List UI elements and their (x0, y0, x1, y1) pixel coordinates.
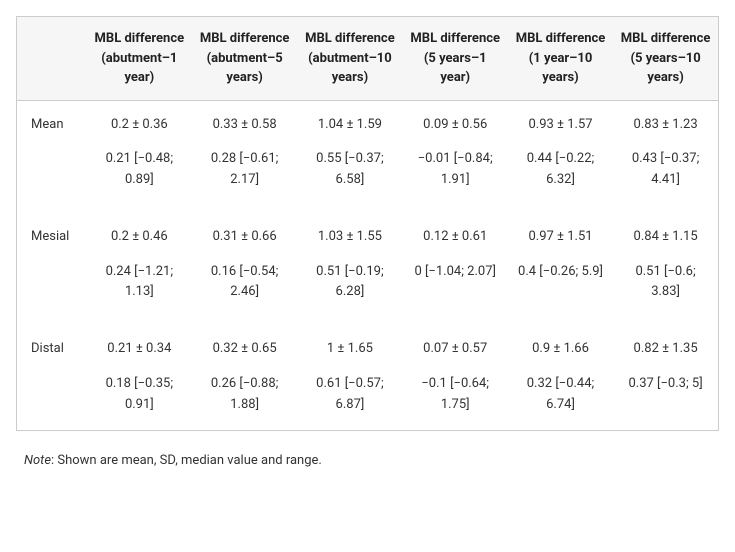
header-col-0: MBL difference (abutment–1 year) (87, 17, 192, 101)
cell-mean-sd: 0.07 ± 0.57 (403, 325, 508, 374)
cell-mean-sd: 0.93 ± 1.57 (508, 100, 613, 149)
row-label-mean: Mean (17, 100, 87, 149)
cell-median-range: 0.26 [−0.88; 1.88] (192, 374, 297, 430)
cell-median-range: 0.24 [−1.21; 1.13] (87, 262, 192, 326)
row-label-distal: Distal (17, 325, 87, 374)
cell-median-range: 0.16 [−0.54; 2.46] (192, 262, 297, 326)
table-note: Note: Shown are mean, SD, median value a… (24, 453, 719, 468)
table-header: MBL difference (abutment–1 year) MBL dif… (17, 17, 719, 101)
cell-mean-sd: 0.97 ± 1.51 (508, 213, 613, 262)
table-row: Mean 0.2 ± 0.36 0.33 ± 0.58 1.04 ± 1.59 … (17, 100, 719, 149)
table-body: Mean 0.2 ± 0.36 0.33 ± 0.58 1.04 ± 1.59 … (17, 100, 719, 430)
cell-mean-sd: 0.2 ± 0.36 (87, 100, 192, 149)
header-blank (17, 17, 87, 101)
cell-mean-sd: 0.84 ± 1.15 (613, 213, 718, 262)
cell-median-range: 0.55 [−0.37; 6.58] (297, 149, 402, 213)
cell-mean-sd: 0.09 ± 0.56 (403, 100, 508, 149)
cell-mean-sd: 1.03 ± 1.55 (297, 213, 402, 262)
cell-median-range: 0.37 [−0.3; 5] (613, 374, 718, 430)
cell-mean-sd: 0.33 ± 0.58 (192, 100, 297, 149)
row-label-empty (17, 374, 87, 430)
header-col-4: MBL difference (1 year–10 years) (508, 17, 613, 101)
table-row: Mesial 0.2 ± 0.46 0.31 ± 0.66 1.03 ± 1.5… (17, 213, 719, 262)
note-text: : Shown are mean, SD, median value and r… (51, 453, 322, 468)
cell-mean-sd: 0.21 ± 0.34 (87, 325, 192, 374)
table-row: 0.18 [−0.35; 0.91] 0.26 [−0.88; 1.88] 0.… (17, 374, 719, 430)
cell-mean-sd: 1 ± 1.65 (297, 325, 402, 374)
cell-mean-sd: 0.31 ± 0.66 (192, 213, 297, 262)
cell-median-range: 0.51 [−0.19; 6.28] (297, 262, 402, 326)
cell-median-range: 0.61 [−0.57; 6.87] (297, 374, 402, 430)
table-row: 0.21 [−0.48; 0.89] 0.28 [−0.61; 2.17] 0.… (17, 149, 719, 213)
cell-mean-sd: 0.2 ± 0.46 (87, 213, 192, 262)
cell-median-range: −0.1 [−0.64; 1.75] (403, 374, 508, 430)
cell-median-range: 0.18 [−0.35; 0.91] (87, 374, 192, 430)
cell-median-range: −0.01 [−0.84; 1.91] (403, 149, 508, 213)
cell-mean-sd: 1.04 ± 1.59 (297, 100, 402, 149)
row-label-mesial: Mesial (17, 213, 87, 262)
cell-median-range: 0.4 [−0.26; 5.9] (508, 262, 613, 326)
table-row: 0.24 [−1.21; 1.13] 0.16 [−0.54; 2.46] 0.… (17, 262, 719, 326)
cell-median-range: 0.28 [−0.61; 2.17] (192, 149, 297, 213)
cell-median-range: 0.43 [−0.37; 4.41] (613, 149, 718, 213)
cell-median-range: 0.51 [−0.6; 3.83] (613, 262, 718, 326)
cell-median-range: 0.21 [−0.48; 0.89] (87, 149, 192, 213)
header-col-5: MBL difference (5 years–10 years) (613, 17, 718, 101)
cell-median-range: 0.44 [−0.22; 6.32] (508, 149, 613, 213)
header-col-3: MBL difference (5 years–1 year) (403, 17, 508, 101)
mbl-difference-table: MBL difference (abutment–1 year) MBL dif… (16, 16, 719, 431)
cell-mean-sd: 0.83 ± 1.23 (613, 100, 718, 149)
cell-mean-sd: 0.12 ± 0.61 (403, 213, 508, 262)
cell-mean-sd: 0.82 ± 1.35 (613, 325, 718, 374)
header-col-2: MBL difference (abutment–10 years) (297, 17, 402, 101)
row-label-empty (17, 149, 87, 213)
table-row: Distal 0.21 ± 0.34 0.32 ± 0.65 1 ± 1.65 … (17, 325, 719, 374)
cell-median-range: 0.32 [−0.44; 6.74] (508, 374, 613, 430)
cell-mean-sd: 0.32 ± 0.65 (192, 325, 297, 374)
header-col-1: MBL difference (abutment–5 years) (192, 17, 297, 101)
cell-mean-sd: 0.9 ± 1.66 (508, 325, 613, 374)
row-label-empty (17, 262, 87, 326)
cell-median-range: 0 [−1.04; 2.07] (403, 262, 508, 326)
note-label: Note (24, 453, 51, 468)
